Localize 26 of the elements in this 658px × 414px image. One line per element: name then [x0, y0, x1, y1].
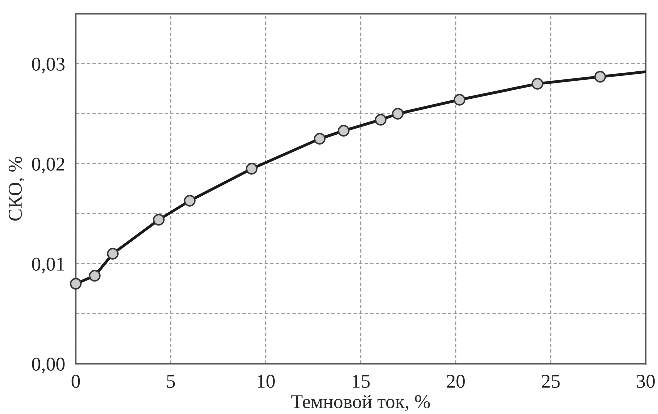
y-tick-label: 0,01 [32, 258, 64, 274]
x-tick-label: 20 [447, 374, 465, 388]
point [338, 125, 350, 137]
point [184, 195, 196, 207]
x-axis-title: Темновой ток, % [292, 395, 430, 412]
point [246, 163, 258, 175]
point [392, 108, 404, 120]
point [89, 270, 101, 282]
x-tick-label: 0 [72, 374, 80, 388]
point [454, 94, 466, 106]
point [594, 71, 606, 83]
point [314, 133, 326, 145]
y-axis-title: СКО, % [8, 156, 25, 221]
y-tick-label: 0,03 [32, 58, 65, 74]
point [70, 278, 82, 290]
point [375, 114, 387, 126]
point [107, 248, 119, 260]
x-tick-label: 5 [167, 375, 176, 388]
x-tick-label: 30 [637, 374, 655, 388]
point [153, 214, 165, 226]
y-tick-label: 0,02 [32, 158, 65, 174]
point [532, 78, 544, 90]
x-tick-label: 25 [542, 375, 560, 388]
x-tick-label: 15 [352, 375, 370, 388]
x-tick-label: 10 [258, 374, 275, 388]
y-tick-label: 0,00 [32, 358, 65, 374]
